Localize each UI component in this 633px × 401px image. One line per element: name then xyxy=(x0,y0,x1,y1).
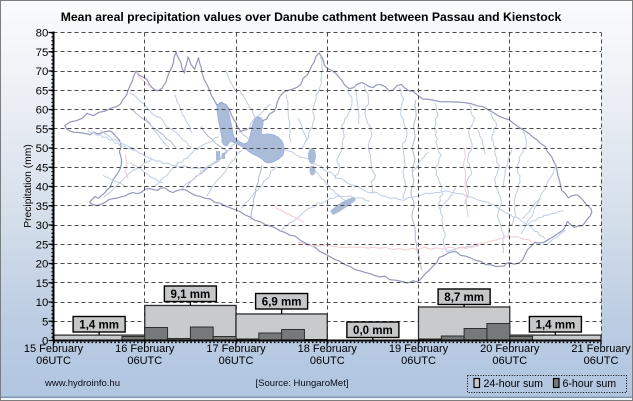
svg-text:06UTC: 06UTC xyxy=(127,355,162,367)
svg-text:80: 80 xyxy=(36,28,49,40)
svg-text:65: 65 xyxy=(36,85,49,97)
svg-text:06UTC: 06UTC xyxy=(584,355,619,367)
svg-text:70: 70 xyxy=(36,66,49,78)
svg-text:40: 40 xyxy=(36,182,49,194)
svg-text:06UTC: 06UTC xyxy=(401,355,436,367)
svg-text:55: 55 xyxy=(36,124,49,136)
svg-text:30: 30 xyxy=(36,220,49,232)
svg-text:Mean areal precipitation value: Mean areal precipitation values over Dan… xyxy=(61,10,562,24)
svg-text:21 February: 21 February xyxy=(571,343,631,355)
svg-text:25: 25 xyxy=(36,239,49,251)
svg-text:24-hour sum: 24-hour sum xyxy=(484,378,544,390)
svg-text:15: 15 xyxy=(36,278,49,290)
svg-text:06UTC: 06UTC xyxy=(492,355,527,367)
svg-text:17 February: 17 February xyxy=(206,343,266,355)
svg-text:6-hour sum: 6-hour sum xyxy=(563,378,617,390)
svg-text:16 February: 16 February xyxy=(115,343,175,355)
svg-text:60: 60 xyxy=(36,105,49,117)
svg-text:0,0 mm: 0,0 mm xyxy=(353,325,393,337)
svg-text:www.hydroinfo.hu: www.hydroinfo.hu xyxy=(44,378,120,389)
svg-text:19 February: 19 February xyxy=(389,343,449,355)
svg-text:6,9 mm: 6,9 mm xyxy=(262,297,302,309)
svg-text:5: 5 xyxy=(42,316,48,328)
svg-text:20 February: 20 February xyxy=(480,343,540,355)
svg-text:20: 20 xyxy=(36,259,49,271)
svg-text:Precipitation (mm): Precipitation (mm) xyxy=(23,144,34,228)
svg-text:35: 35 xyxy=(36,201,49,213)
svg-text:1,4 mm: 1,4 mm xyxy=(79,320,119,332)
svg-text:18 February: 18 February xyxy=(298,343,358,355)
svg-text:10: 10 xyxy=(36,297,49,309)
svg-text:15 February: 15 February xyxy=(24,343,84,355)
svg-text:[Source: HungaroMet]: [Source: HungaroMet] xyxy=(256,378,349,389)
svg-text:1,4 mm: 1,4 mm xyxy=(536,320,576,332)
svg-text:06UTC: 06UTC xyxy=(310,355,345,367)
svg-text:75: 75 xyxy=(36,47,49,59)
svg-text:8,7 mm: 8,7 mm xyxy=(444,292,484,304)
svg-text:45: 45 xyxy=(36,162,49,174)
svg-text:9,1 mm: 9,1 mm xyxy=(171,289,211,301)
svg-text:06UTC: 06UTC xyxy=(219,355,254,367)
svg-text:0: 0 xyxy=(42,336,48,348)
svg-text:06UTC: 06UTC xyxy=(36,355,71,367)
svg-text:50: 50 xyxy=(36,143,49,155)
